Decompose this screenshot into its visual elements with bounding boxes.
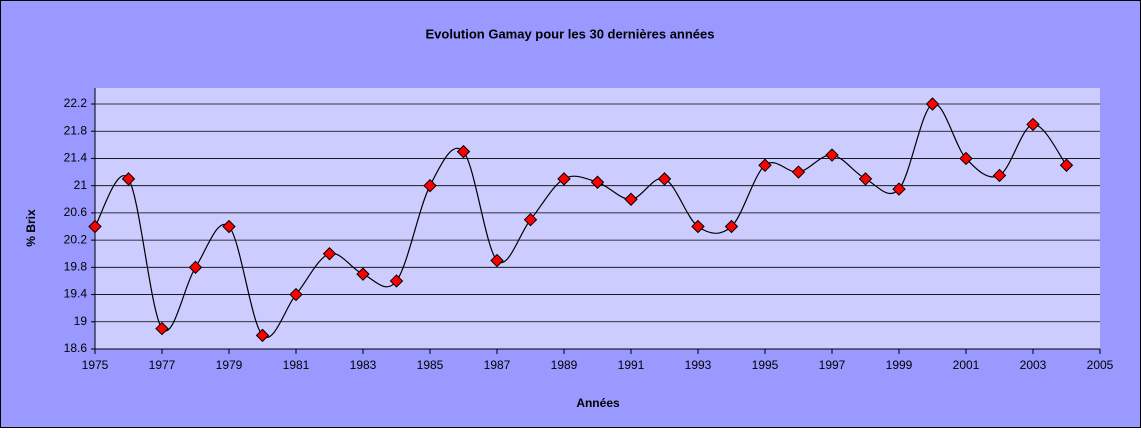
marker xyxy=(1026,117,1040,132)
marker xyxy=(892,182,906,196)
plot-area xyxy=(95,88,1100,349)
marker xyxy=(624,192,638,206)
x-tick-label: 1991 xyxy=(618,358,645,372)
marker xyxy=(456,144,471,159)
marker xyxy=(992,168,1007,183)
marker xyxy=(758,158,772,172)
x-tick-label: 1999 xyxy=(886,358,913,372)
x-tick-label: 1975 xyxy=(82,358,109,372)
marker xyxy=(222,219,236,234)
marker xyxy=(657,172,672,186)
x-tick-label: 1981 xyxy=(283,358,310,372)
y-tick-label: 19.8 xyxy=(64,260,88,274)
x-tick-label: 1993 xyxy=(685,358,712,372)
marker xyxy=(791,165,806,179)
marker xyxy=(255,328,270,343)
x-tick-label: 1977 xyxy=(149,358,176,372)
marker xyxy=(724,219,739,234)
x-tick-label: 1979 xyxy=(216,358,243,372)
x-tick-label: 1985 xyxy=(417,358,444,372)
marker xyxy=(825,148,839,162)
x-tick-label: 1983 xyxy=(350,358,377,372)
marker xyxy=(691,219,705,234)
marker xyxy=(121,172,136,186)
y-tick-label: 20.2 xyxy=(64,232,88,246)
marker xyxy=(557,172,571,186)
marker xyxy=(289,287,303,302)
marker xyxy=(188,260,203,275)
marker xyxy=(858,172,873,186)
marker xyxy=(523,212,538,227)
x-tick-label: 2005 xyxy=(1087,358,1114,372)
chart-title: Evolution Gamay pour les 30 dernières an… xyxy=(426,26,715,41)
y-tick-label: 21.8 xyxy=(64,123,88,137)
marker xyxy=(389,274,404,288)
marker xyxy=(959,151,973,166)
x-tick-label: 1987 xyxy=(484,358,511,372)
marker xyxy=(925,97,940,111)
marker xyxy=(356,267,370,281)
marker xyxy=(423,178,437,193)
y-tick-label: 20.6 xyxy=(64,205,88,219)
marker xyxy=(155,321,169,336)
x-tick-label: 1997 xyxy=(819,358,846,372)
y-tick-label: 18.6 xyxy=(64,341,88,355)
x-tick-label: 1989 xyxy=(551,358,578,372)
x-tick-label: 1995 xyxy=(752,358,779,372)
y-tick-label: 19 xyxy=(74,314,88,328)
marker xyxy=(590,175,605,189)
y-tick-label: 19.4 xyxy=(64,287,88,301)
y-axis-label: % Brix xyxy=(24,209,38,247)
x-axis-label: Années xyxy=(576,396,620,410)
x-tick-label: 2003 xyxy=(1020,358,1047,372)
marker xyxy=(322,247,337,261)
marker xyxy=(88,219,102,234)
x-tick-label: 2001 xyxy=(953,358,980,372)
marker xyxy=(1059,158,1074,172)
y-tick-label: 21 xyxy=(74,178,88,192)
marker xyxy=(490,253,504,268)
y-tick-label: 22.2 xyxy=(64,96,88,110)
y-tick-label: 21.4 xyxy=(64,151,88,165)
